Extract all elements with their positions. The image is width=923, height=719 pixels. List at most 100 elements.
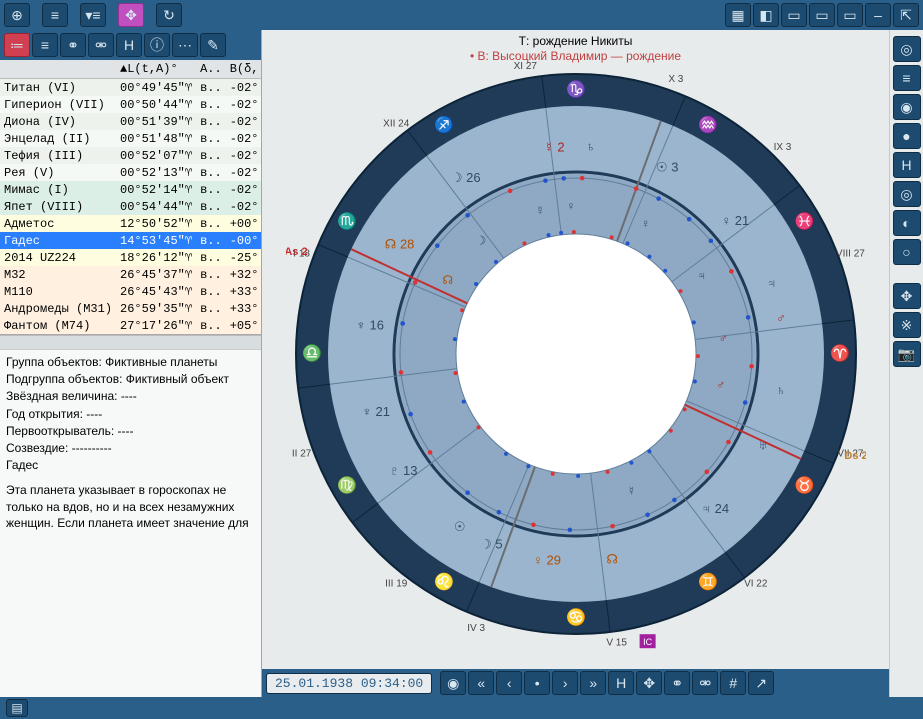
filter-icon[interactable]: ▾≡ xyxy=(80,3,106,27)
timestamp-display[interactable]: 25.01.1938 09:34:00 xyxy=(266,673,432,694)
col-header[interactable]: B(δ, xyxy=(226,60,261,79)
planet-glyph: ♀ 29 xyxy=(533,552,561,567)
house-label: X 3 xyxy=(668,74,683,85)
edit-icon[interactable]: ✎ xyxy=(200,33,226,57)
play-back-icon[interactable]: ‹ xyxy=(496,671,522,695)
table-scrollbar[interactable] xyxy=(0,335,261,349)
rewind-icon[interactable]: « xyxy=(468,671,494,695)
table-row[interactable]: Гиперион (VII)00°50'44"♈в..-02° xyxy=(0,96,261,113)
table-row[interactable]: Титан (VI)00°49'45"♈в..-02° xyxy=(0,79,261,97)
half-icon[interactable]: ◐ xyxy=(893,210,921,236)
planet-glyph: ♄ xyxy=(775,383,785,398)
info-line: Первооткрыватель: ---- xyxy=(6,423,255,439)
camera-icon[interactable]: 📷 xyxy=(893,341,921,367)
aspect-marker xyxy=(745,315,750,320)
pair1-icon[interactable]: ⚭ xyxy=(60,33,86,57)
link2-icon[interactable]: ⚮ xyxy=(692,671,718,695)
rec-icon[interactable]: ◉ xyxy=(440,671,466,695)
table-cell: в.. xyxy=(196,198,226,215)
table-row[interactable]: Адметос12°50'52"♈в..+00° xyxy=(0,215,261,232)
table-cell: Энцелад (II) xyxy=(0,130,116,147)
shuffle-icon[interactable]: ✥ xyxy=(636,671,662,695)
col-header[interactable]: ▲L(t,A)° xyxy=(116,60,196,79)
table-cell: 26°59'35"♈ xyxy=(116,300,196,317)
sync-icon[interactable]: ◎ xyxy=(893,36,921,62)
table-row[interactable]: Диона (IV)00°51'39"♈в..-02° xyxy=(0,113,261,130)
table-row[interactable]: Фантом (M74)27°17'26"♈в..+05° xyxy=(0,317,261,334)
col-header[interactable] xyxy=(0,60,116,79)
table-cell: Диона (IV) xyxy=(0,113,116,130)
top-toolbar: ⊕≡▾≡✥↻ ▦◧▭▭▭–⇱ xyxy=(0,0,923,30)
target-icon[interactable]: ✥ xyxy=(118,3,144,27)
table-row[interactable]: Андромеды (M31)26°59'35"♈в..+33° xyxy=(0,300,261,317)
table-row[interactable]: M3226°45'37"♈в..+32° xyxy=(0,266,261,283)
planet-glyph-inner: ♂ xyxy=(716,378,725,392)
table-cell: 26°45'37"♈ xyxy=(116,266,196,283)
planet-glyph: ☊ 28 xyxy=(384,236,414,251)
planet-glyph: ♃ xyxy=(766,275,776,290)
table-row[interactable]: Мимас (I)00°52'14"♈в..-02° xyxy=(0,181,261,198)
ring-icon[interactable]: ◉ xyxy=(893,94,921,120)
hsys-icon[interactable]: H xyxy=(116,33,142,57)
planet-glyph-inner: ☿ xyxy=(535,203,544,217)
table-row[interactable]: Рея (V)00°52'13"♈в..-02° xyxy=(0,164,261,181)
hash-icon[interactable]: # xyxy=(720,671,746,695)
table-row[interactable]: Япет (VIII)00°54'44"♈в..-02° xyxy=(0,198,261,215)
empty-ring-icon[interactable]: ○ xyxy=(893,239,921,265)
table-row[interactable]: M11026°45'43"♈в..+33° xyxy=(0,283,261,300)
hsys2-icon[interactable]: H xyxy=(893,152,921,178)
zodiac-glyph: ♓ xyxy=(794,212,814,231)
chart-panel: Т: рождение Никиты • В: Высоцкий Владими… xyxy=(262,30,889,697)
house-label: II 27 xyxy=(291,448,311,459)
unknown-icon[interactable]: ※ xyxy=(893,312,921,338)
planet-glyph: ♆ 16 xyxy=(356,318,384,333)
table-row[interactable]: 2014 UZ22418°26'12"♈в..-25° xyxy=(0,249,261,266)
table-cell: 26°45'43"♈ xyxy=(116,283,196,300)
panel2-icon[interactable]: ▭ xyxy=(809,3,835,27)
panel3-icon[interactable]: ▭ xyxy=(837,3,863,27)
panel1-icon[interactable]: ▭ xyxy=(781,3,807,27)
dots-icon[interactable]: ⋯ xyxy=(172,33,198,57)
db-icon[interactable]: ≡ xyxy=(42,3,68,27)
minimize-icon[interactable]: – xyxy=(865,3,891,27)
footer-button[interactable]: ▤ xyxy=(6,699,28,717)
table-cell: +00° xyxy=(226,215,261,232)
table-cell: Андромеды (M31) xyxy=(0,300,116,317)
table-row[interactable]: Тефия (III)00°52'07"♈в..-02° xyxy=(0,147,261,164)
aspect-marker xyxy=(465,213,470,218)
aspect-marker xyxy=(408,412,413,417)
list-icon[interactable]: ≔ xyxy=(4,33,30,57)
refresh-icon[interactable]: ↻ xyxy=(156,3,182,27)
col-header[interactable]: A.. xyxy=(196,60,226,79)
menu-icon[interactable]: ≡ xyxy=(893,65,921,91)
astro-chart[interactable]: ♑♒♓♈♉♊♋♌♍♎♏♐XI 27XII 24X 3I 18IX 3II 27I… xyxy=(286,54,866,654)
bottom-toolbar: 25.01.1938 09:34:00 ◉«‹•›»H✥⚭⚮#↗ xyxy=(262,669,889,697)
pair2-icon[interactable]: ⚮ xyxy=(88,33,114,57)
rings2-icon[interactable]: ◎ xyxy=(893,181,921,207)
zodiac-glyph: ♌ xyxy=(434,572,454,591)
aspect-marker xyxy=(633,186,638,191)
ffwd-icon[interactable]: » xyxy=(580,671,606,695)
info-line: Группа объектов: Фиктивные планеты xyxy=(6,354,255,370)
hsys3-icon[interactable]: H xyxy=(608,671,634,695)
arrow-icon[interactable]: ↗ xyxy=(748,671,774,695)
split-v-icon[interactable]: ◧ xyxy=(753,3,779,27)
crosshair-icon[interactable]: ⊕ xyxy=(4,3,30,27)
table-cell: 00°52'07"♈ xyxy=(116,147,196,164)
table-row[interactable]: Энцелад (II)00°51'48"♈в..-02° xyxy=(0,130,261,147)
table-row[interactable]: Гадес14°53'45"♈в..-00° xyxy=(0,232,261,249)
play-fwd-icon[interactable]: › xyxy=(552,671,578,695)
info-description: Эта планета указывает в гороскопах не то… xyxy=(6,482,255,531)
grid-icon[interactable]: ▦ xyxy=(725,3,751,27)
planet-glyph: ♇ 13 xyxy=(389,463,417,478)
table-cell: +33° xyxy=(226,300,261,317)
zodiac-glyph: ♋ xyxy=(566,608,586,627)
close-icon[interactable]: ⇱ xyxy=(893,3,919,27)
target2-icon[interactable]: ✥ xyxy=(893,283,921,309)
info-icon[interactable]: ⓘ xyxy=(144,33,170,57)
dot-icon[interactable]: • xyxy=(524,671,550,695)
table-cell: 00°52'14"♈ xyxy=(116,181,196,198)
rows-icon[interactable]: ≡ xyxy=(32,33,58,57)
disc-icon[interactable]: ● xyxy=(893,123,921,149)
link-icon[interactable]: ⚭ xyxy=(664,671,690,695)
